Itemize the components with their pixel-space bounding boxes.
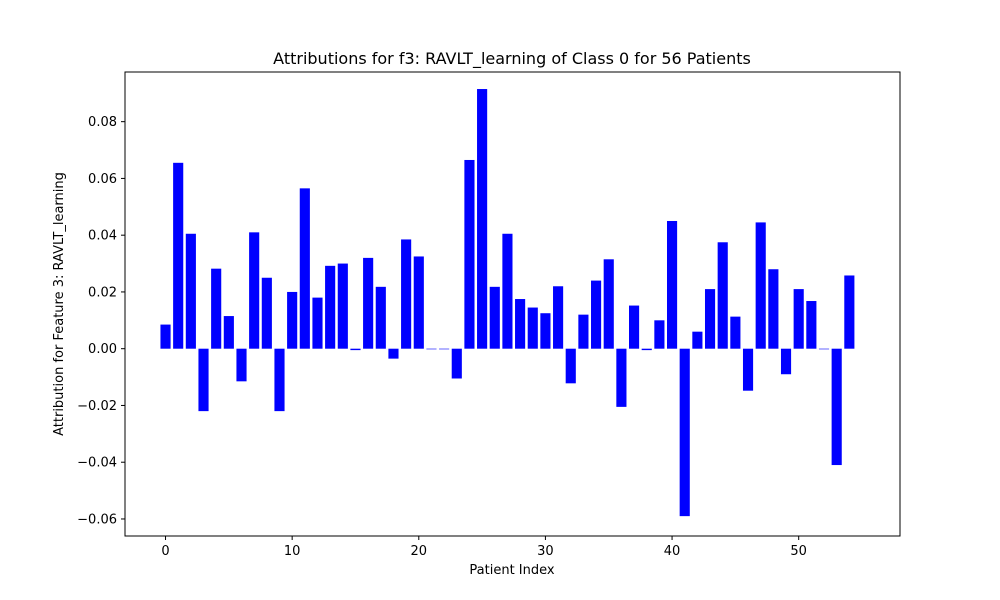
bar-patient-44 bbox=[717, 242, 728, 349]
bar-patient-24 bbox=[464, 159, 475, 349]
x-tick-label: 20 bbox=[411, 544, 428, 559]
bar-patient-53 bbox=[831, 348, 842, 466]
bar-patient-28 bbox=[515, 299, 526, 349]
y-tick-label: 0.02 bbox=[88, 285, 117, 300]
bar-patient-26 bbox=[489, 286, 500, 349]
y-tick-label: −0.06 bbox=[77, 512, 117, 527]
y-tick-label: −0.04 bbox=[77, 456, 117, 471]
bar-patient-13 bbox=[325, 265, 336, 349]
bar-patient-20 bbox=[413, 256, 424, 349]
bar-patient-1 bbox=[173, 162, 184, 349]
bar-patient-3 bbox=[198, 348, 209, 412]
y-tick-label: 0.00 bbox=[88, 342, 117, 357]
bar-patient-21 bbox=[426, 348, 437, 350]
bar-patient-19 bbox=[401, 239, 412, 349]
bar-patient-38 bbox=[641, 348, 652, 351]
y-tick-label: 0.06 bbox=[88, 172, 117, 187]
y-axis-label: Attribution for Feature 3: RAVLT_learnin… bbox=[52, 172, 67, 436]
bar-patient-37 bbox=[629, 305, 640, 349]
bar-patient-17 bbox=[375, 286, 386, 349]
bar-patient-9 bbox=[274, 348, 285, 412]
bar-patient-27 bbox=[502, 233, 513, 349]
bar-patient-4 bbox=[211, 268, 222, 349]
bar-patient-10 bbox=[287, 291, 298, 349]
bar-patient-31 bbox=[553, 286, 564, 349]
chart-title: Attributions for f3: RAVLT_learning of C… bbox=[273, 49, 751, 69]
bar-patient-39 bbox=[654, 320, 665, 349]
bar-patient-0 bbox=[160, 324, 171, 349]
bar-patient-32 bbox=[565, 348, 576, 384]
bar-patient-7 bbox=[249, 232, 260, 349]
bar-patient-50 bbox=[793, 289, 804, 349]
bar-patient-36 bbox=[616, 348, 627, 407]
plot-frame bbox=[124, 71, 901, 537]
bar-patient-35 bbox=[603, 259, 614, 349]
y-tick-label: −0.02 bbox=[77, 399, 117, 414]
x-tick-label: 40 bbox=[664, 544, 681, 559]
bar-patient-12 bbox=[312, 297, 323, 349]
x-axis-label: Patient Index bbox=[469, 563, 554, 578]
bar-patient-29 bbox=[527, 307, 538, 349]
bar-patient-43 bbox=[704, 289, 716, 349]
bar-patient-8 bbox=[261, 277, 272, 349]
bar-patient-25 bbox=[477, 89, 488, 349]
x-tick-label: 10 bbox=[284, 544, 301, 559]
y-tick-label: 0.08 bbox=[88, 115, 117, 130]
bar-patient-16 bbox=[363, 257, 374, 349]
bar-patient-47 bbox=[755, 222, 766, 349]
bar-patient-30 bbox=[540, 313, 551, 349]
y-axis-ticks: −0.06 −0.04 −0.02 0.00 0.02 0.04 0.06 0.08 bbox=[77, 115, 125, 527]
y-tick-label: 0.04 bbox=[88, 229, 117, 244]
x-axis-ticks: 0 10 20 30 40 50 bbox=[161, 536, 807, 559]
bar-patient-23 bbox=[451, 348, 462, 379]
bar-patient-22 bbox=[439, 348, 450, 350]
bar-patient-34 bbox=[591, 280, 602, 349]
bar-patient-46 bbox=[742, 348, 754, 391]
bar-patient-15 bbox=[350, 348, 361, 351]
bar-patient-2 bbox=[185, 233, 196, 349]
bar-patient-40 bbox=[666, 220, 678, 349]
bar-patient-42 bbox=[692, 331, 703, 349]
bar-patient-49 bbox=[780, 348, 792, 375]
bar-patient-51 bbox=[806, 301, 817, 349]
bar-patient-48 bbox=[768, 269, 779, 349]
bar-patient-33 bbox=[578, 314, 589, 349]
bar-patient-41 bbox=[679, 348, 690, 517]
bar-patient-54 bbox=[844, 275, 855, 349]
bar-patient-45 bbox=[730, 316, 741, 349]
bar-patient-5 bbox=[223, 316, 234, 349]
bar-patient-6 bbox=[236, 348, 247, 382]
x-tick-label: 30 bbox=[537, 544, 554, 559]
bar-patient-52 bbox=[818, 348, 830, 350]
bar-patient-14 bbox=[337, 263, 348, 349]
x-tick-label: 50 bbox=[790, 544, 807, 559]
bar-patient-11 bbox=[299, 188, 310, 349]
bars-group bbox=[160, 89, 855, 517]
x-tick-label: 0 bbox=[161, 544, 169, 559]
bar-patient-18 bbox=[388, 348, 399, 359]
